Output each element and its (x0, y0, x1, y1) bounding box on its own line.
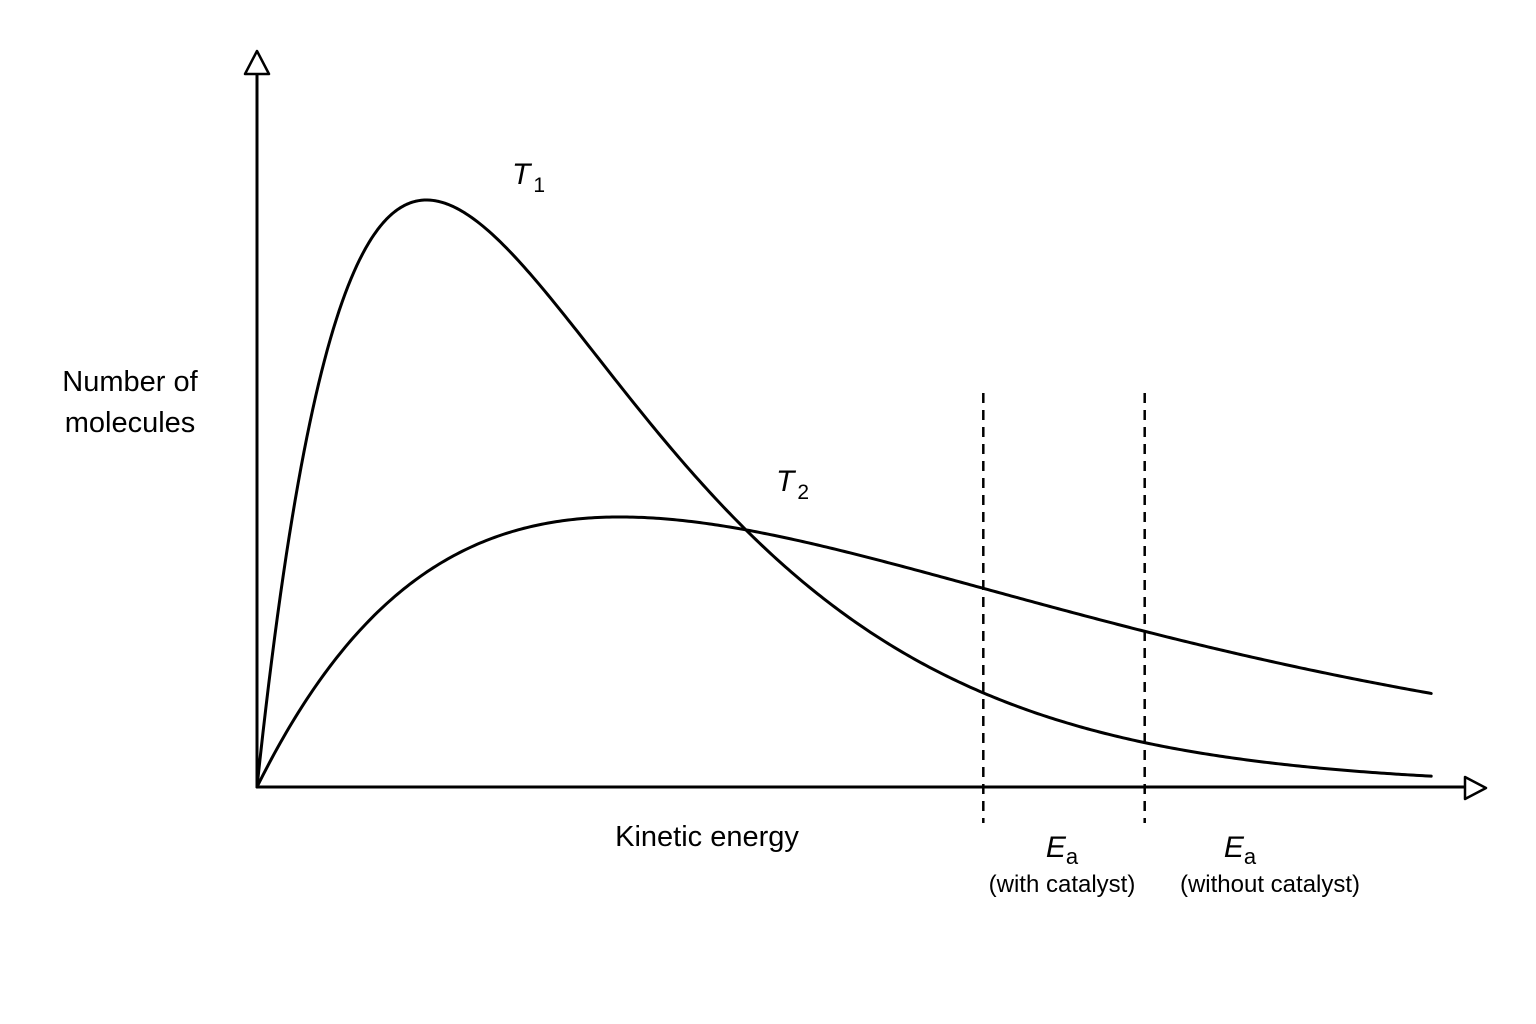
y-axis-title-line-1: Number of (62, 366, 198, 398)
t1-label-subscript: 1 (533, 174, 545, 197)
x-axis-title: Kinetic energy (615, 821, 799, 853)
ea-without-catalyst-label: Ea (1224, 831, 1257, 869)
activation-energy-markers (982, 393, 1146, 823)
y-axis-arrowhead (243, 49, 271, 76)
curve-t1 (255, 198, 1433, 789)
ea-without-subscript: a (1244, 844, 1257, 869)
ea-with-subscript: a (1066, 844, 1079, 869)
t2-label-subscript: 2 (797, 481, 809, 504)
ea-with-catalyst-caption: (with catalyst) (989, 871, 1136, 898)
ea-without-catalyst-caption: (without catalyst) (1180, 871, 1360, 898)
ea-with-main: E (1046, 831, 1067, 864)
curve-t2 (255, 515, 1433, 789)
t1-label-main: T (512, 158, 533, 191)
y-axis-title-line-2: molecules (65, 407, 196, 439)
x-axis-arrowhead (1463, 775, 1488, 801)
axes (243, 49, 1488, 801)
ea-without-main: E (1224, 831, 1245, 864)
curves (255, 198, 1433, 789)
ea-with-catalyst-label: Ea (1046, 831, 1079, 869)
t2-label-main: T (776, 465, 797, 498)
